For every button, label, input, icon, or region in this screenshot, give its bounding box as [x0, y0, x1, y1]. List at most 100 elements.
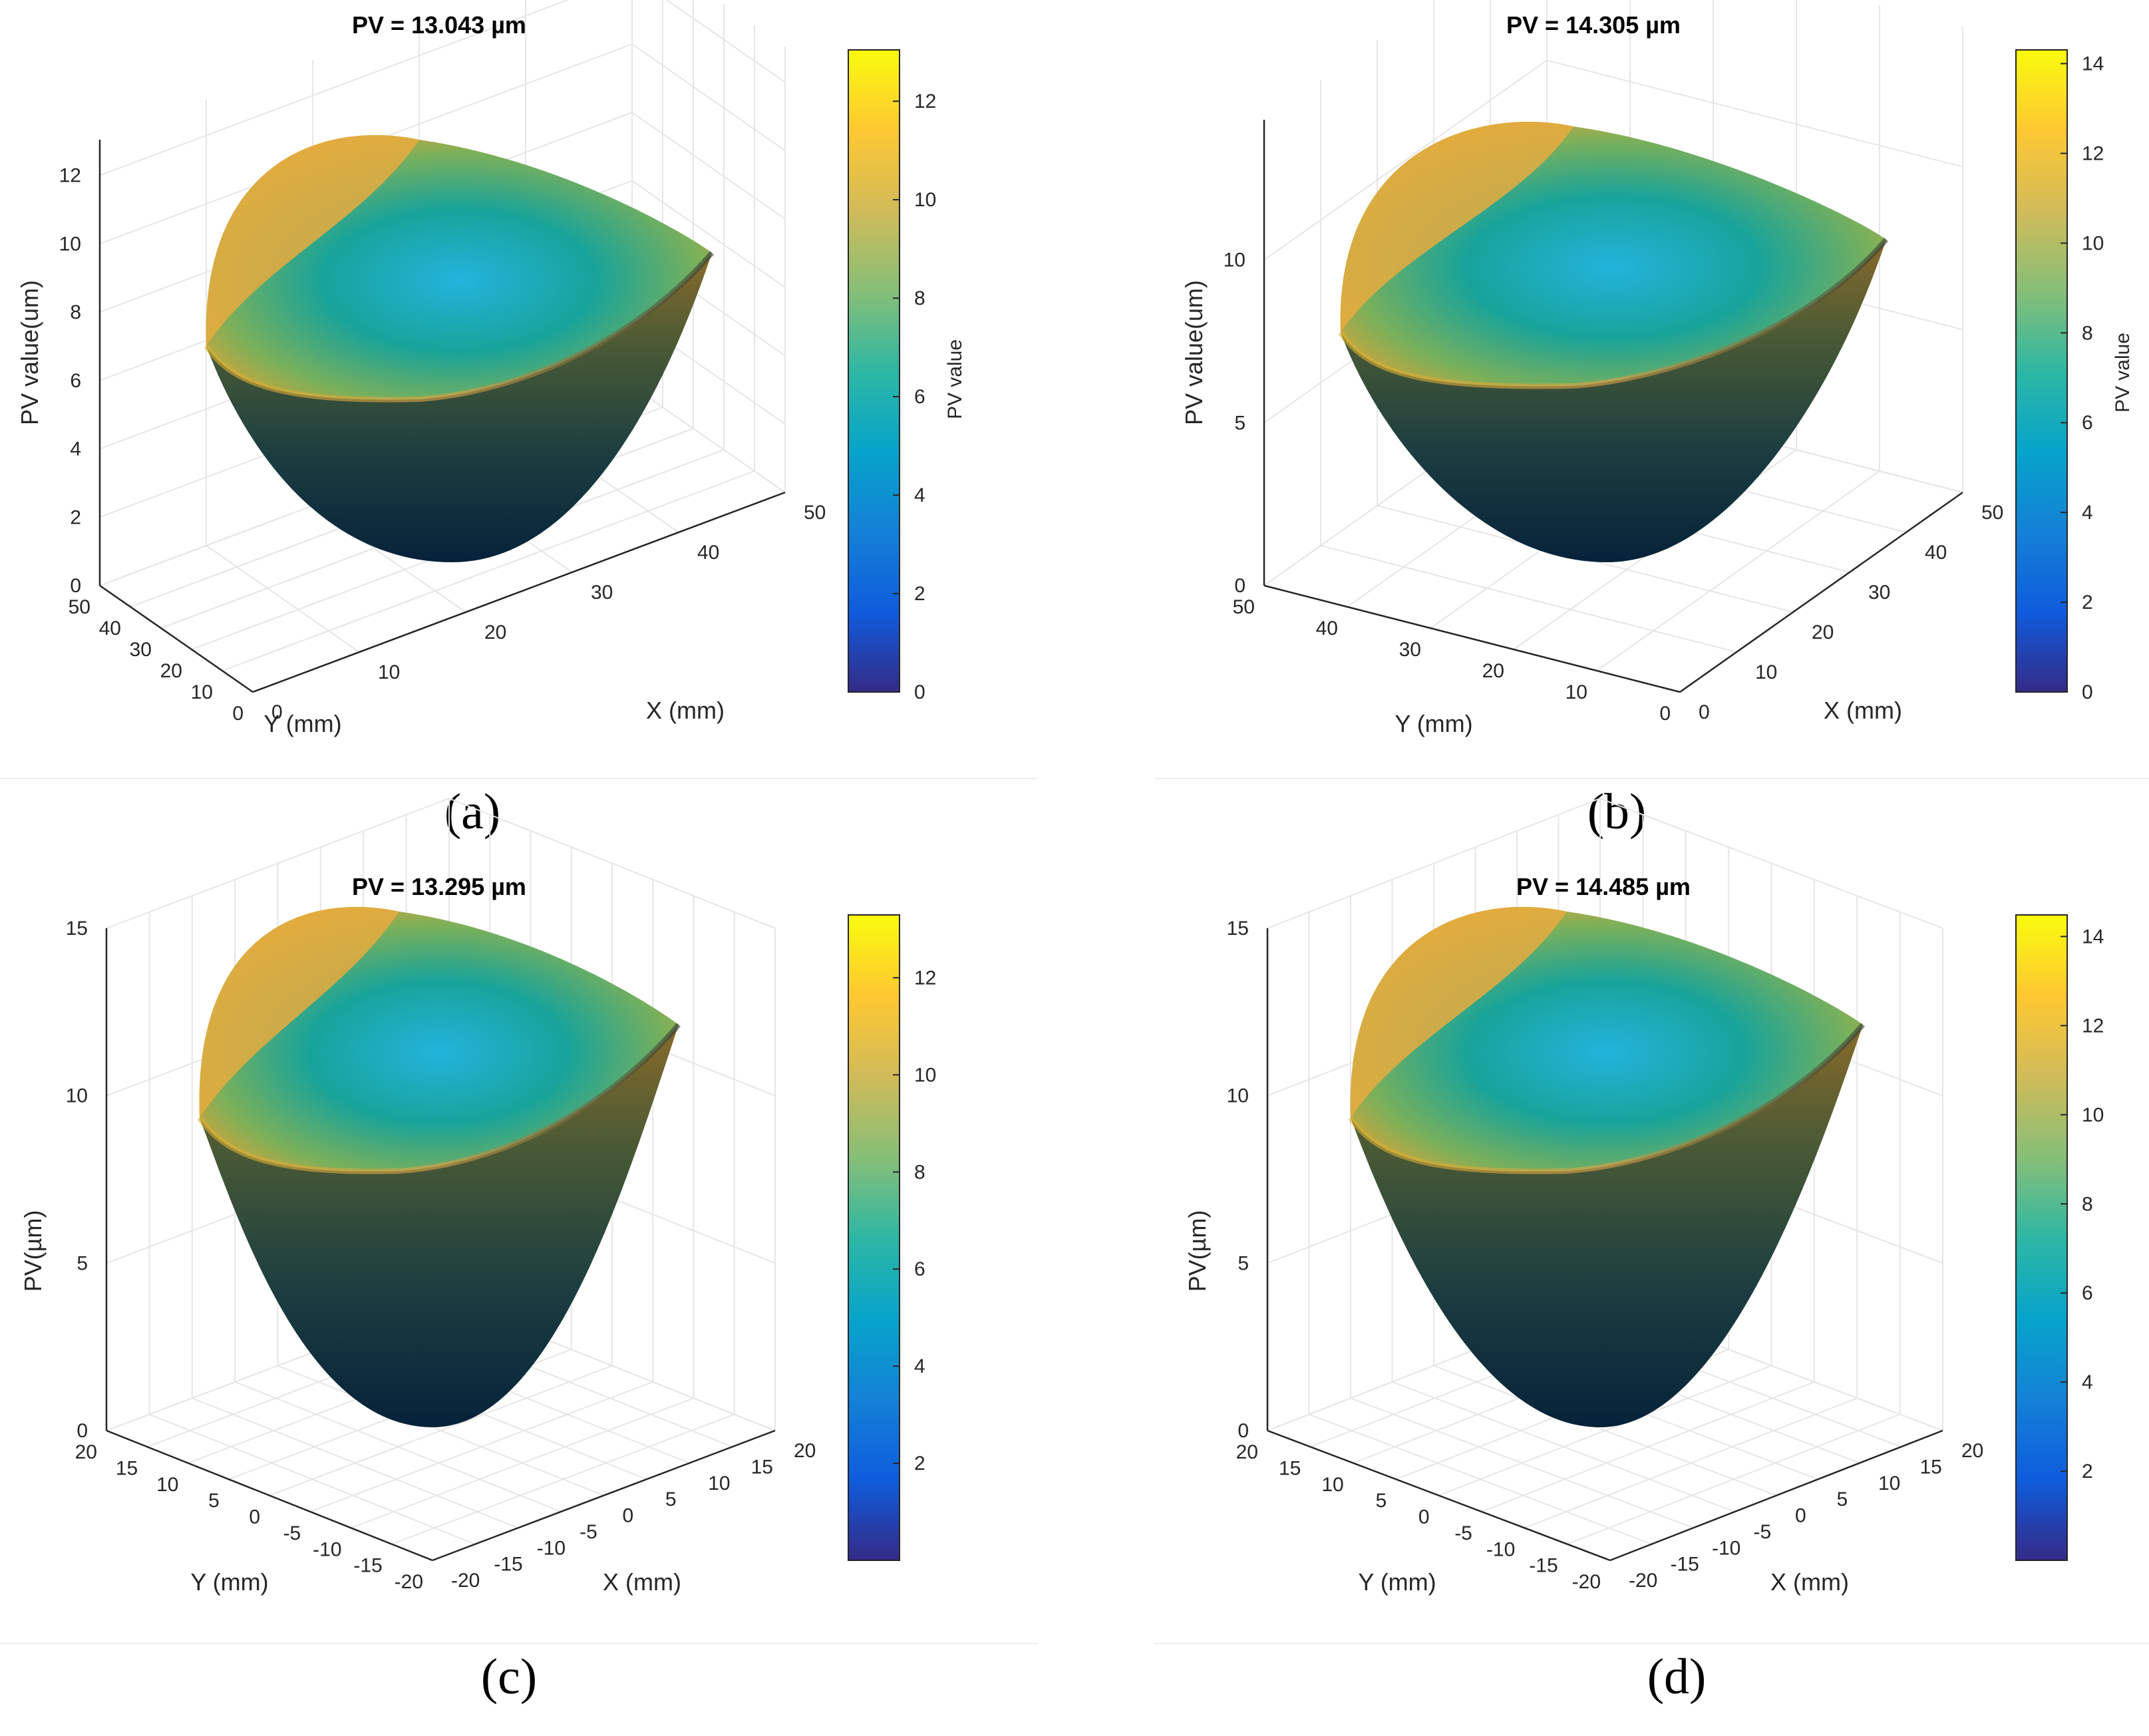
chart-title: PV = 14.305 µm	[1506, 11, 1681, 39]
x-tick-label: -5	[579, 1521, 597, 1543]
x-tick-label: 30	[591, 582, 613, 604]
z-tick-label: 0	[1238, 1420, 1249, 1442]
x-tick-label: -15	[494, 1554, 522, 1576]
grid-line	[351, 1397, 694, 1529]
colorbar	[848, 914, 900, 1561]
colorbar-tick-label: 8	[2082, 322, 2093, 344]
x-tick-label: -5	[1754, 1521, 1772, 1543]
x-tick-label: 0	[1699, 701, 1710, 723]
x-tick-label: 15	[1920, 1456, 1942, 1478]
z-tick-label: 10	[1227, 1085, 1249, 1107]
y-axis-label: Y (mm)	[1395, 710, 1472, 737]
panel-label: (d)	[1647, 1649, 1707, 1705]
x-axis-line	[1609, 1429, 1943, 1562]
x-tick-label: 50	[1981, 502, 2003, 524]
axes	[98, 140, 786, 693]
y-axis-line	[1263, 584, 1681, 693]
y-axis-label: Y (mm)	[190, 1568, 268, 1596]
z-axis-label: PV(µm)	[19, 1210, 47, 1292]
x-tick-label: 20	[1812, 621, 1834, 643]
y-axis-line	[1267, 1429, 1611, 1562]
z-tick-label: 15	[66, 918, 88, 940]
surface-exterior	[206, 253, 712, 562]
grid-line	[1481, 1381, 1815, 1512]
y-tick-label: 50	[69, 596, 90, 618]
colorbar-tick-label: 12	[2082, 142, 2104, 164]
surface-wall	[199, 907, 399, 1118]
surface-wall	[206, 135, 419, 346]
y-tick-label: 10	[156, 1474, 178, 1496]
colorbar-tick-label: 10	[914, 189, 936, 211]
panel-label: (b)	[1587, 784, 1647, 840]
z-tick-label: 4	[70, 438, 81, 460]
colorbar-tick-label: 14	[2082, 53, 2104, 75]
colorbar-tick-label: 6	[914, 1258, 925, 1280]
grid-line	[1320, 545, 1737, 653]
z-tick-label: 5	[77, 1252, 88, 1274]
y-tick-label: 10	[1321, 1474, 1343, 1496]
surface-rim	[197, 1023, 681, 1174]
grid-line	[391, 1413, 735, 1545]
surface-wall	[1350, 907, 1567, 1118]
grid-line	[206, 545, 360, 653]
y-tick-label: -5	[283, 1522, 301, 1544]
z-tick-label: 10	[1224, 250, 1245, 271]
x-axis-label: X (mm)	[1824, 697, 1902, 724]
x-tick-label: 40	[1925, 542, 1947, 564]
colorbar-tick-label: 8	[914, 1161, 925, 1183]
colorbar	[2015, 914, 2068, 1561]
y-tick-label: 5	[208, 1490, 220, 1512]
axes	[1263, 120, 1963, 693]
grid-line	[106, 797, 776, 929]
colorbar-tick-label: 12	[914, 90, 936, 112]
colorbar-tick-label: 2	[2082, 592, 2093, 613]
surface-wall	[1340, 122, 1573, 333]
z-tick-label: 10	[59, 233, 81, 255]
x-tick-label: 20	[484, 621, 506, 643]
z-tick-label: 12	[59, 165, 81, 187]
subplot-d: -20-15-10-505101520-20-15-10-50510152005…	[1184, 797, 2104, 1705]
colorbar-tick-label: 10	[2082, 1104, 2104, 1126]
x-tick-label: 0	[1795, 1505, 1806, 1527]
grid-line	[1263, 59, 1963, 261]
z-tick-label: 5	[1238, 1252, 1249, 1274]
x-tick-label: 0	[271, 701, 283, 723]
colorbar-tick-label: 2	[2082, 1461, 2093, 1482]
y-tick-label: 40	[1316, 617, 1338, 639]
colorbar-tick-label: 14	[2082, 926, 2104, 948]
z-tick-label: 0	[70, 575, 81, 597]
colorbar-tick-label: 0	[914, 681, 925, 703]
x-tick-label: 5	[665, 1488, 677, 1510]
grid-line	[1596, 470, 1880, 671]
y-tick-label: 20	[1236, 1441, 1258, 1463]
colorbar-tick-label: 4	[2082, 502, 2093, 524]
colorbar-label: PV value	[944, 339, 966, 419]
colorbar-tick-label: 8	[2082, 1193, 2093, 1215]
y-tick-label: -15	[353, 1555, 382, 1577]
x-tick-label: 10	[1755, 661, 1777, 683]
z-axis-label: PV value(um)	[16, 280, 43, 425]
axes	[1266, 928, 1943, 1562]
y-tick-label: 0	[232, 703, 244, 725]
y-tick-label: 0	[1418, 1506, 1430, 1528]
x-tick-label: 40	[697, 542, 719, 564]
z-tick-label: 8	[70, 301, 81, 323]
x-axis-line	[252, 491, 786, 693]
colorbar-tick-label: 6	[2082, 1282, 2093, 1304]
x-axis-line	[1679, 491, 1963, 693]
z-tick-label: 5	[1234, 412, 1245, 434]
z-tick-label: 15	[1227, 918, 1249, 940]
z-tick-label: 10	[66, 1085, 88, 1107]
surface-rim	[204, 251, 715, 403]
surface-rim	[1348, 1023, 1866, 1174]
y-tick-label: 50	[1233, 596, 1255, 618]
grid-line	[99, 0, 786, 176]
y-tick-label: 30	[130, 639, 152, 661]
colorbar-tick-label: 12	[914, 967, 936, 989]
subplot-c: -20-15-10-505101520-20-15-10-50510152005…	[19, 797, 936, 1705]
y-axis-line	[106, 1429, 433, 1562]
colorbar	[2015, 49, 2068, 693]
x-axis-label: X (mm)	[603, 1568, 681, 1596]
y-tick-label: 5	[1375, 1490, 1387, 1512]
